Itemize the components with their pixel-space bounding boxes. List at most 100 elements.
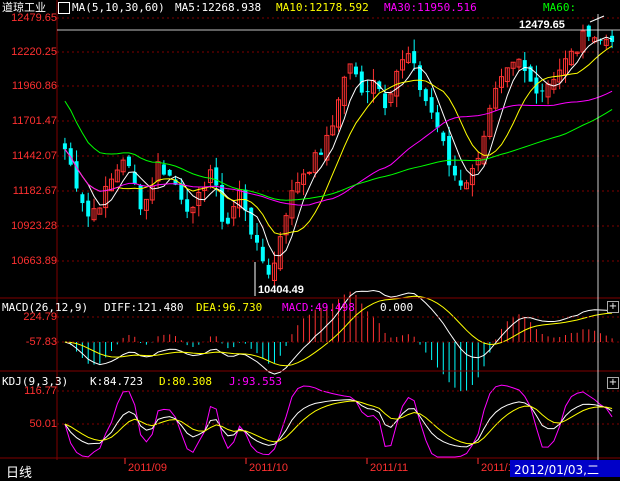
candle-body <box>330 125 336 136</box>
candle-body <box>319 152 324 155</box>
candle-body <box>388 93 394 103</box>
candle-body <box>405 53 411 63</box>
y-tick-macd: -57.83 <box>25 336 57 348</box>
macd-dea: DEA:96.730 <box>196 301 263 314</box>
macd-expand-button[interactable]: + <box>607 301 619 313</box>
candle-body <box>179 183 184 200</box>
y-tick-main: 10663.89 <box>11 255 57 267</box>
candle-body <box>347 63 353 74</box>
candle-body <box>138 185 143 210</box>
y-tick-kdj: 50.01 <box>29 418 57 430</box>
x-tick: 2011/09 <box>128 462 167 474</box>
ma10-value: MA10:12178.592 <box>276 1 369 14</box>
candle-body <box>231 206 237 219</box>
candle-body <box>498 76 504 88</box>
candle-body <box>108 178 114 192</box>
candle-body <box>86 200 91 217</box>
macd-panel <box>64 290 613 392</box>
macd-diff: DIFF:121.480 <box>104 301 184 314</box>
candle-body <box>383 93 388 109</box>
y-tick-main: 12479.65 <box>11 12 57 24</box>
candle-body <box>522 60 527 71</box>
candle-body <box>475 157 481 166</box>
candle-body <box>283 215 289 236</box>
candle-body <box>214 167 219 186</box>
candle-body <box>603 39 609 46</box>
y-tick-macd: 224.79 <box>23 311 57 323</box>
candle-body <box>412 51 417 64</box>
kdj-k: K:84.723 <box>90 375 143 388</box>
kdj-expand-button[interactable]: + <box>607 377 619 389</box>
candle-body <box>464 182 470 190</box>
candle-body <box>91 208 97 221</box>
candle-body <box>423 89 428 102</box>
ma30-line <box>64 90 613 206</box>
candle-body <box>551 79 557 90</box>
period-box[interactable]: 日线 <box>0 460 55 481</box>
candle-body <box>173 179 178 185</box>
indicator-icon[interactable] <box>58 2 70 14</box>
cursor-date: 2012/01/03,二 <box>514 463 599 477</box>
candle-body <box>563 58 569 75</box>
candle-body <box>277 236 283 270</box>
ma60-line <box>64 100 613 201</box>
candle-body <box>540 90 545 92</box>
y-tick-kdj: 116.77 <box>24 385 57 397</box>
candle-body <box>504 67 510 83</box>
candle-body <box>301 173 307 185</box>
y-tick-main: 11960.86 <box>11 80 57 92</box>
candle-body <box>516 58 522 68</box>
candle-body <box>132 172 137 185</box>
candle-body <box>225 217 230 224</box>
candle-body <box>306 171 312 174</box>
kdj-j: J:93.553 <box>229 375 282 388</box>
instrument-name: 道琼工业 <box>2 1 46 14</box>
low-annotation: 10404.49 <box>258 284 304 296</box>
candle-body <box>574 51 580 54</box>
candle-body <box>441 132 446 142</box>
cursor-date-box: 2012/01/03,二 <box>510 460 620 477</box>
candle-body <box>155 161 161 182</box>
candle-body <box>324 134 330 161</box>
candle-body <box>452 165 457 176</box>
x-tick: 2011/10 <box>249 462 288 474</box>
y-tick-main: 12220.25 <box>11 46 57 58</box>
x-tick: 2011/11 <box>370 462 409 474</box>
candle-body <box>568 50 574 66</box>
macd-value: MACD:49.498 <box>282 301 355 314</box>
candle-body <box>62 143 67 150</box>
candle-body <box>114 169 120 183</box>
y-tick-main: 10923.28 <box>11 220 57 232</box>
candle-body <box>80 194 85 204</box>
high-annotation: 12479.65 <box>519 19 565 31</box>
kdj-d-line <box>64 400 613 445</box>
candle-body <box>353 66 358 75</box>
candle-body <box>266 264 271 275</box>
y-tick-main: 11442.07 <box>11 150 57 162</box>
candle-body <box>185 199 190 212</box>
diff-line <box>64 290 613 375</box>
candle-body <box>447 136 452 166</box>
candle-body <box>120 159 126 173</box>
candle-body <box>249 207 254 235</box>
candle-body <box>458 180 463 186</box>
ma-params: MA(5,10,30,60) <box>72 1 165 14</box>
panel-frames <box>0 0 620 464</box>
kdj-j-line <box>64 384 613 458</box>
candle-body <box>126 156 131 167</box>
kdj-d: D:80.308 <box>159 375 212 388</box>
candle-body <box>312 152 318 174</box>
candle-body <box>161 164 166 175</box>
candle-body <box>255 234 260 243</box>
candle-body <box>336 99 341 128</box>
candle-body <box>429 97 434 113</box>
macd-zero: 0.000 <box>380 301 414 314</box>
ma30-value: MA30:11950.516 <box>384 1 477 14</box>
moving-average-lines <box>64 15 613 296</box>
candle-body <box>190 206 196 214</box>
x-tick: 2011/1 <box>481 462 514 474</box>
grid-lines <box>57 17 620 262</box>
dea-line <box>64 295 613 367</box>
candle-body <box>220 184 225 222</box>
